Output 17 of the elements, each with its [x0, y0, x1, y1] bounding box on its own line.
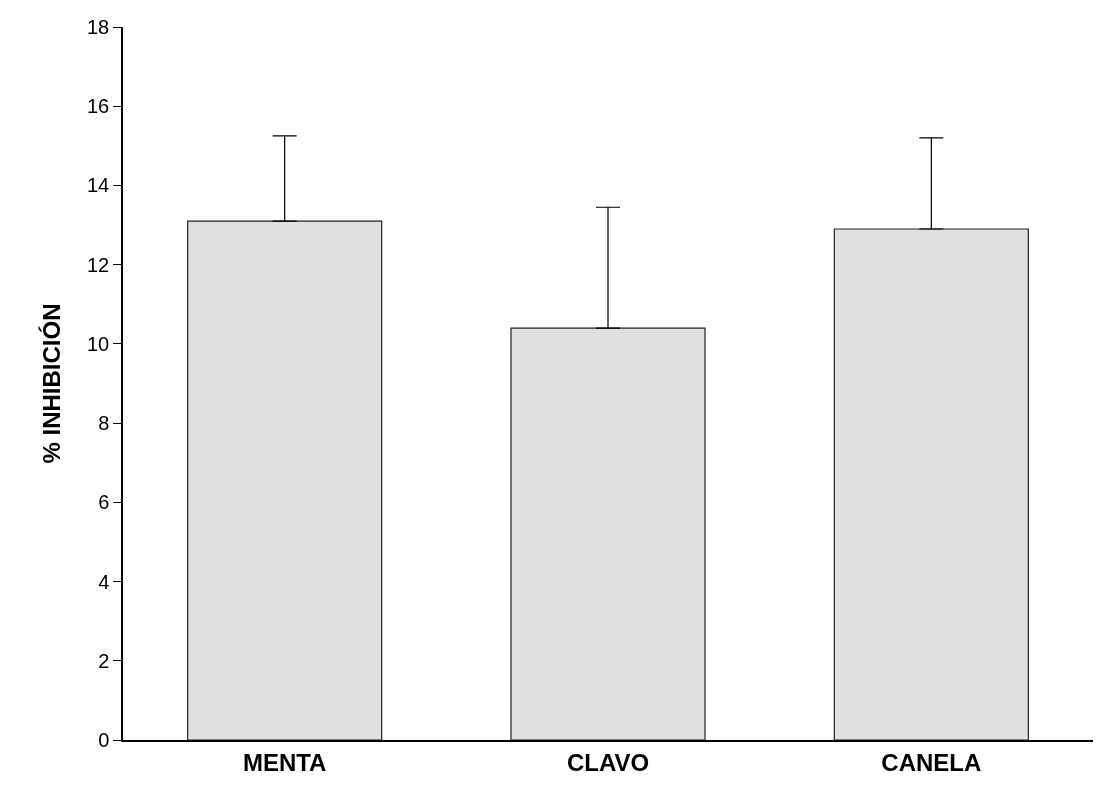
y-tick-label: 12: [87, 253, 110, 276]
bar: [833, 228, 1029, 740]
bar: [510, 327, 706, 740]
bar: [187, 220, 383, 740]
y-tick-label: 0: [98, 729, 110, 751]
y-tick-label: 6: [98, 491, 110, 514]
y-tick-label: 10: [87, 332, 110, 355]
y-tick-label: 2: [98, 649, 110, 672]
y-axis-title: % INHIBICIÓN: [37, 303, 65, 464]
x-tick-label: CLAVO: [566, 748, 650, 776]
x-tick-label: MENTA: [242, 748, 327, 776]
y-tick-label: 8: [98, 412, 110, 435]
y-tick-label: 14: [87, 174, 110, 197]
y-tick-label: 18: [87, 16, 110, 38]
y-tick-label: 16: [87, 95, 110, 118]
x-tick-label: CANELA: [881, 748, 982, 776]
y-tick-label: 4: [98, 570, 110, 593]
